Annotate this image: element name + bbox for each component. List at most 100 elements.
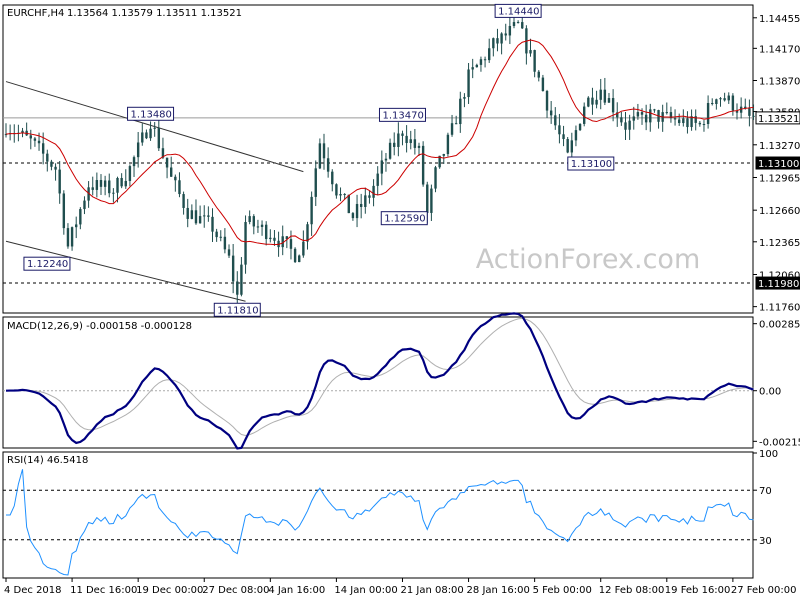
candle-body [322,143,326,159]
candle-body [157,127,161,149]
candle-body [136,142,140,158]
price-y-tick-label: 1.12060 [759,270,800,281]
axes-layer: 1.144551.141701.138701.135801.132701.129… [4,14,800,596]
candle-body [4,134,8,136]
x-tick-label: 28 Jan 16:00 [467,585,530,596]
candle-body [112,192,115,194]
candle-body [236,281,239,295]
candle-body [33,138,37,141]
candle-body [29,135,32,139]
candle-body [46,153,49,162]
candle-body [269,237,272,240]
candle-body [496,38,499,44]
price-y-tick-label: 1.14170 [759,44,800,55]
candle-body [504,33,507,36]
candle-body [537,71,540,78]
candle-body [58,169,61,194]
candle-body [682,118,685,124]
candle-body [355,203,359,219]
candle-body [521,22,524,29]
candle-body [413,139,417,148]
candle-body [120,177,123,187]
x-tick-label: 27 Feb 00:00 [731,585,797,596]
rsi-y-tick-label: 30 [759,536,772,547]
macd-y-tick-label: 0.002858 [759,320,800,331]
candle-body [372,185,375,198]
candle-body [194,210,198,224]
callout-box-1 [127,106,175,121]
candle-body [512,22,516,26]
candle-body [690,116,693,128]
candle-body [616,112,619,118]
price-y-tick-label: 1.12660 [759,206,800,217]
rsi-y-tick-label: 70 [759,486,772,497]
candle-body [281,236,284,248]
candle-body [198,216,202,224]
candle-body [223,236,227,250]
candle-body [62,193,66,229]
candle-body [434,167,437,189]
price-pane [2,4,754,314]
candle-body [207,215,210,217]
candle-body [727,95,730,101]
candle-body [446,134,450,155]
candle-body [298,255,301,263]
candle-body [359,203,363,207]
candle-body [41,143,45,154]
candle-body [285,236,289,240]
candle-body [430,188,433,213]
callout-label-4: 1.12590 [384,214,425,225]
candle-body [70,227,74,247]
candle-body [211,216,214,232]
price-pane-title: EURCHF,H4 [7,8,64,19]
price-y-tick-label: 1.11760 [759,303,800,314]
candle-body [591,97,594,105]
rsi-pane [2,451,754,579]
candle-body [677,119,681,124]
candle-body [748,108,751,116]
candle-body [698,122,702,125]
candle-body [252,216,255,227]
candle-body [149,128,152,139]
candle-body [219,236,222,238]
candle-body [182,194,185,208]
candle-body [335,184,338,196]
candle-body [731,95,735,111]
candle-body [260,224,264,227]
candle-body [541,77,545,91]
candle-body [574,130,578,141]
candle-body [227,249,231,256]
candle-body [351,213,355,219]
candle-body [578,123,582,131]
candle-body [644,114,648,123]
rsi-layer [3,469,754,576]
candle-body [145,132,148,139]
candle-body [244,222,247,265]
callout-box-0 [494,3,542,18]
candle-body [475,64,479,68]
candle-body [215,231,218,238]
x-tick-label: 4 Jan 16:00 [268,585,325,596]
ohlc-header: 1.13564 1.13579 1.13511 1.13521 [67,8,242,19]
moving-average-line [5,39,754,246]
candle-body [508,25,512,36]
candle-body [665,112,668,114]
candle-body [87,187,90,201]
macd-pane [2,316,754,449]
candle-body [632,116,635,121]
macd-signal-line [5,317,754,437]
x-tick-label: 12 Feb 08:00 [599,585,665,596]
current-price-box [755,111,800,125]
candle-body [454,123,458,125]
candle-body [723,98,726,101]
x-tick-label: 27 Dec 08:00 [202,585,269,596]
level-price-label-0: 1.13100 [758,159,799,170]
candle-body [442,154,445,156]
candle-body [533,50,536,72]
candle-body [231,255,235,282]
candle-body [273,237,276,241]
candle-body [293,248,297,263]
candle-body [583,106,586,124]
candle-body [174,176,177,181]
